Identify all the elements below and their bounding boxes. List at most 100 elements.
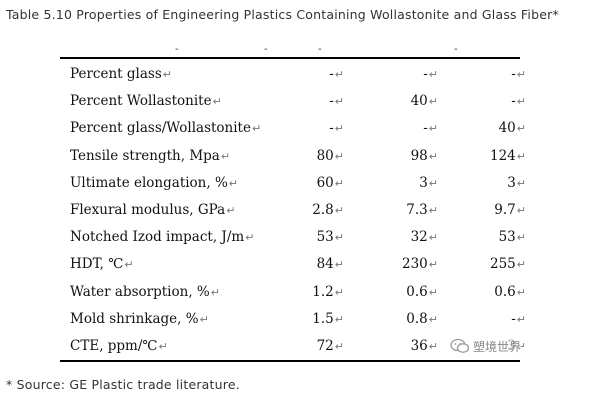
- row-label: Mold shrinkage, %↵: [70, 310, 209, 327]
- return-mark: ↵: [334, 339, 344, 353]
- return-mark: ↵: [428, 149, 438, 163]
- cell-value: 84↵: [316, 256, 344, 273]
- cell-value: 0.8↵: [406, 310, 438, 327]
- return-mark: ↵: [334, 149, 344, 163]
- table-row: Ultimate elongation, %↵ 60↵ 3↵ 3↵: [60, 170, 526, 197]
- return-mark: ↵: [428, 258, 438, 272]
- row-label: HDT, ℃↵: [70, 256, 134, 273]
- header-mark: -: [175, 44, 179, 55]
- return-mark: ↵: [428, 339, 438, 353]
- return-mark: ↵: [124, 258, 134, 272]
- row-label: Ultimate elongation, %↵: [70, 174, 239, 191]
- cell-value: 2.8↵: [312, 201, 344, 218]
- cell-value: 1.5↵: [312, 310, 344, 327]
- return-mark: ↵: [334, 231, 344, 245]
- cell-value: -↵: [511, 66, 526, 82]
- cell-value: 32↵: [410, 229, 438, 246]
- cell-value: 7.3↵: [406, 201, 438, 218]
- return-mark: ↵: [428, 68, 438, 81]
- table-row: Flexural modulus, GPa↵ 2.8↵ 7.3↵ 9.7↵: [60, 197, 526, 224]
- return-mark: ↵: [516, 149, 526, 163]
- cell-value: 40↵: [410, 93, 438, 110]
- row-label: Percent glass/Wollastonite↵: [70, 120, 262, 137]
- table-row: Water absorption, %↵ 1.2↵ 0.6↵ 0.6↵: [60, 279, 526, 306]
- watermark-text: 塑境世界: [473, 339, 522, 354]
- cell-value: -↵: [329, 93, 344, 110]
- return-mark: ↵: [516, 231, 526, 245]
- table-caption: Table 5.10 Properties of Engineering Pla…: [6, 7, 559, 22]
- return-mark: ↵: [428, 176, 438, 190]
- return-mark: ↵: [428, 95, 438, 109]
- return-mark: ↵: [199, 312, 209, 326]
- return-mark: ↵: [334, 312, 344, 326]
- cell-value: 53↵: [316, 229, 344, 246]
- cell-value: 255↵: [490, 256, 526, 273]
- cell-value: 98↵: [410, 147, 438, 164]
- cell-value: 9.7↵: [494, 201, 526, 218]
- row-label: Flexural modulus, GPa↵: [70, 201, 236, 218]
- return-mark: ↵: [251, 122, 262, 136]
- return-mark: ↵: [334, 95, 344, 109]
- return-mark: ↵: [334, 68, 344, 81]
- table-row: Percent glass/Wollastonite↵ -↵ -↵ 40↵: [60, 115, 526, 142]
- cell-value: 0.6↵: [406, 283, 438, 300]
- return-mark: ↵: [516, 258, 526, 272]
- cell-value: -↵: [329, 120, 344, 137]
- return-mark: ↵: [428, 122, 438, 136]
- return-mark: ↵: [158, 339, 168, 353]
- header-marks: - - - -: [60, 44, 520, 55]
- header-mark: -: [454, 44, 458, 55]
- return-mark: ↵: [428, 231, 438, 245]
- cell-value: -↵: [511, 93, 526, 110]
- return-mark: ↵: [516, 176, 526, 190]
- cell-value: -↵: [329, 66, 344, 82]
- return-mark: ↵: [162, 68, 172, 81]
- watermark: 塑境世界: [450, 336, 522, 356]
- cell-value: 3↵: [507, 174, 526, 191]
- return-mark: ↵: [334, 122, 344, 136]
- cell-value: 40↵: [498, 120, 526, 137]
- return-mark: ↵: [226, 203, 236, 217]
- return-mark: ↵: [516, 203, 526, 217]
- return-mark: ↵: [516, 95, 526, 109]
- wechat-icon: [450, 338, 470, 354]
- cell-value: 80↵: [316, 147, 344, 164]
- row-label: Percent glass↵: [70, 66, 172, 82]
- return-mark: ↵: [516, 68, 526, 81]
- cell-value: 124↵: [490, 147, 526, 164]
- table-row: Percent Wollastonite↵ -↵ 40↵ -↵: [60, 88, 526, 115]
- table-row: Percent glass↵ -↵ -↵ -↵: [60, 61, 526, 88]
- header-mark: -: [318, 44, 322, 55]
- table-row: HDT, ℃↵ 84↵ 230↵ 255↵: [60, 251, 526, 278]
- cell-value: -↵: [423, 120, 438, 137]
- return-mark: ↵: [210, 285, 220, 299]
- return-mark: ↵: [334, 203, 344, 217]
- cell-value: 3↵: [419, 174, 438, 191]
- cell-value: 36↵: [410, 337, 438, 354]
- cell-value: 1.2↵: [312, 283, 344, 300]
- footnote: * Source: GE Plastic trade literature.: [6, 377, 240, 392]
- row-label: Tensile strength, Mpa↵: [70, 147, 231, 164]
- table-top-rule: [60, 57, 520, 59]
- return-mark: ↵: [334, 176, 344, 190]
- return-mark: ↵: [516, 312, 526, 326]
- table-bottom-rule: [60, 360, 520, 362]
- return-mark: ↵: [516, 339, 526, 353]
- row-label: Notched Izod impact, J/m↵: [70, 229, 255, 246]
- return-mark: ↵: [228, 176, 239, 190]
- return-mark: ↵: [334, 258, 344, 272]
- row-label: Water absorption, %↵: [70, 283, 220, 300]
- cell-value: 230↵: [402, 256, 438, 273]
- cell-value: 60↵: [316, 174, 344, 191]
- row-label: CTE, ppm/℃↵: [70, 337, 168, 354]
- return-mark: ↵: [245, 231, 255, 245]
- cell-value: 72↵: [316, 337, 344, 354]
- cell-value: -↵: [423, 66, 438, 82]
- return-mark: ↵: [428, 203, 438, 217]
- properties-table: Percent glass↵ -↵ -↵ -↵ Percent Wollastonite…: [60, 61, 526, 360]
- return-mark: ↵: [516, 122, 526, 136]
- row-label: Percent Wollastonite↵: [70, 93, 222, 110]
- cell-value: 53↵: [498, 229, 526, 246]
- cell-value: 0.6↵: [494, 283, 526, 300]
- return-mark: ↵: [516, 285, 526, 299]
